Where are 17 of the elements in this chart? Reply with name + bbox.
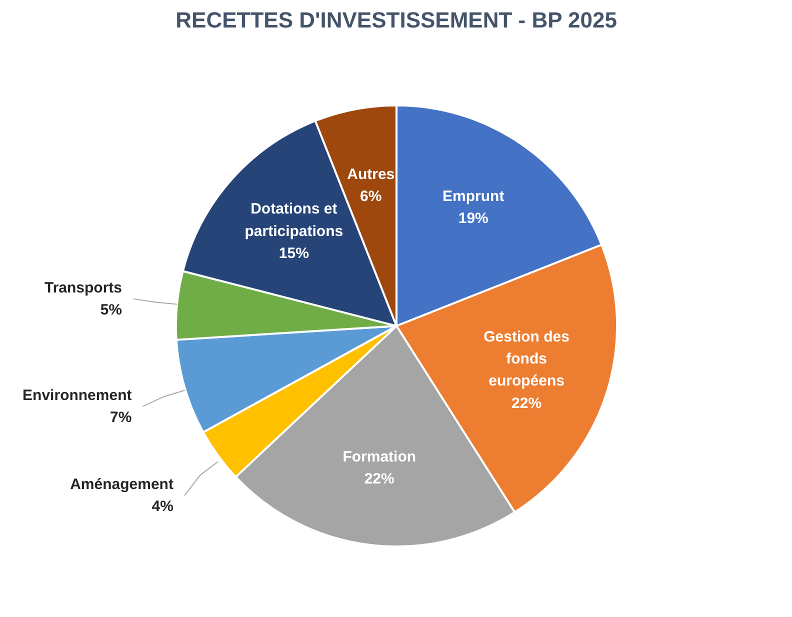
slice-label: Dotations et participations [244, 200, 344, 240]
slice-label: Environnement [22, 386, 132, 404]
data-label: 22% [512, 394, 542, 412]
slice-label: Autres [347, 166, 395, 183]
slice-label: Gestion des fonds européens [484, 328, 570, 390]
slice-label: Emprunt [442, 188, 504, 206]
data-label: 6% [360, 188, 382, 205]
data-label: 15% [278, 244, 309, 262]
data-label: 4% [152, 498, 174, 516]
chart-title: RECETTES D'INVESTISSEMENT - BP 2025 [176, 8, 617, 32]
data-label: 22% [364, 470, 394, 488]
data-label: 19% [458, 210, 488, 228]
data-label: 5% [100, 301, 122, 318]
slice-label: Aménagement [70, 476, 174, 493]
data-label: 7% [110, 408, 132, 426]
slice-label: Formation [342, 448, 416, 466]
slice-label: Transports [44, 279, 122, 296]
